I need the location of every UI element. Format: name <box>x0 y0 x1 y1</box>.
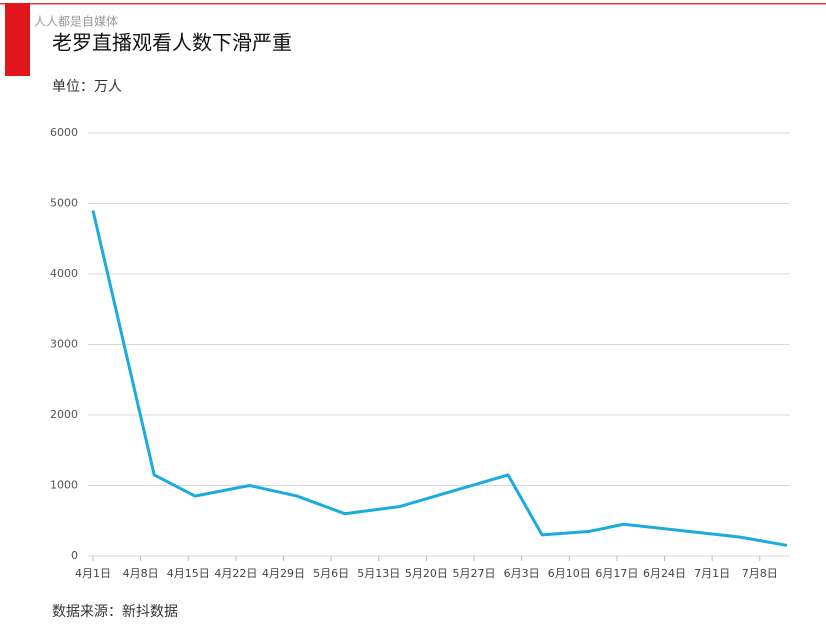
y-tick-label: 4000 <box>50 267 78 280</box>
x-tick-label: 5月13日 <box>357 567 400 580</box>
x-tick-label: 4月29日 <box>262 567 305 580</box>
y-tick-label: 6000 <box>50 126 78 139</box>
x-tick-label: 4月15日 <box>167 567 210 580</box>
x-tick-label: 6月24日 <box>643 567 686 580</box>
x-tick-label: 7月1日 <box>694 567 730 580</box>
y-tick-label: 1000 <box>50 479 78 492</box>
y-tick-label: 0 <box>71 549 78 562</box>
chart-title: 老罗直播观看人数下滑严重 <box>52 31 292 55</box>
watermark: 人人都是自媒体 <box>34 15 118 29</box>
y-tick-label: 3000 <box>50 338 78 351</box>
x-tick-label: 4月22日 <box>214 567 257 580</box>
x-tick-label: 7月8日 <box>742 567 778 580</box>
x-tick-label: 6月10日 <box>548 567 591 580</box>
x-tick-label: 5月20日 <box>405 567 448 580</box>
source: 数据来源：新抖数据 <box>52 604 178 620</box>
y-tick-label: 5000 <box>50 197 78 210</box>
x-tick-label: 5月6日 <box>313 567 349 580</box>
subtitle: 单位：万人 <box>52 79 122 95</box>
x-tick-label: 6月3日 <box>504 567 540 580</box>
line-series <box>91 210 788 547</box>
x-tick-label: 4月1日 <box>75 567 111 580</box>
top-rule <box>0 3 826 5</box>
x-tick-label: 5月27日 <box>453 567 496 580</box>
y-tick-label: 2000 <box>50 408 78 421</box>
accent-block <box>5 3 30 76</box>
x-tick-label: 6月17日 <box>595 567 638 580</box>
x-tick-label: 4月8日 <box>123 567 159 580</box>
